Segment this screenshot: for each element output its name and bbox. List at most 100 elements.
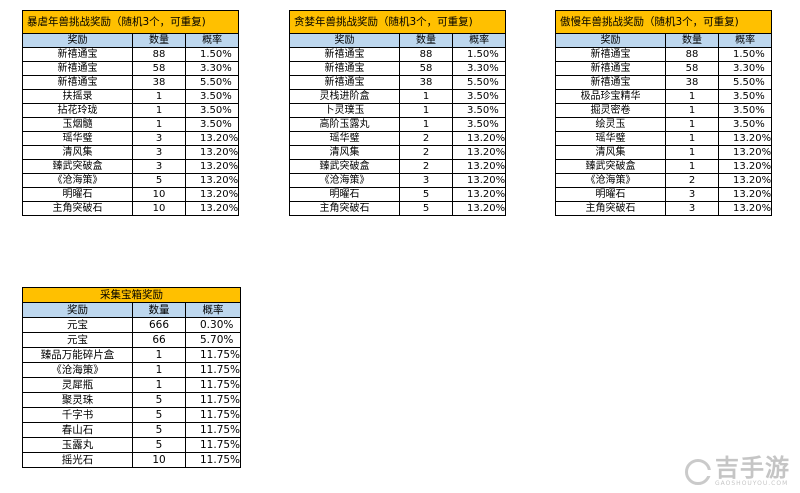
quantity-cell: 5 (132, 392, 186, 408)
probability-cell: 13.20% (717, 173, 773, 188)
table-row: 聚灵珠 5 11.75% (22, 392, 242, 408)
quantity-cell: 1 (132, 103, 186, 118)
header-quantity: 数量 (132, 302, 186, 318)
quantity-cell: 3 (665, 187, 719, 202)
probability-cell: 11.75% (184, 362, 242, 378)
reward-cell: 元宝 (22, 332, 133, 348)
table-header-row: 奖励 数量 概率 (22, 33, 240, 48)
reward-cell: 新禧通宝 (289, 75, 400, 90)
table-row: 主角突破石 3 13.20% (555, 201, 773, 216)
quantity-cell: 1 (665, 117, 719, 132)
probability-cell: 13.20% (717, 131, 773, 146)
table-title-row: 贪婪年兽挑战奖励（随机3个，可重复) (288, 10, 507, 34)
reward-cell: 主角突破石 (22, 201, 133, 216)
probability-cell: 3.50% (184, 103, 240, 118)
table-row: 玉露丸 5 11.75% (22, 437, 242, 453)
watermark: 吉手游 GAOSHOUYOU.COM (685, 456, 790, 487)
header-quantity: 数量 (399, 33, 453, 48)
probability-cell: 13.20% (184, 131, 240, 146)
probability-cell: 3.30% (184, 61, 240, 76)
probability-cell: 3.50% (451, 89, 507, 104)
probability-cell: 3.50% (184, 117, 240, 132)
header-reward: 奖励 (555, 33, 666, 48)
watermark-name: 吉手游 (715, 454, 790, 482)
probability-cell: 13.20% (451, 131, 507, 146)
quantity-cell: 2 (665, 173, 719, 188)
quantity-cell: 10 (132, 187, 186, 202)
probability-cell: 13.20% (184, 159, 240, 174)
probability-cell: 3.50% (717, 103, 773, 118)
table-row: 千字书 5 11.75% (22, 407, 242, 423)
table-row: 臻品万能碎片盒 1 11.75% (22, 347, 242, 363)
reward-table-arrogant-beast: 傲慢年兽挑战奖励（随机3个，可重复) 奖励 数量 概率 新禧通宝 88 1.50% 新禧通宝 5… (554, 10, 773, 216)
table-row: 摇光石 10 11.75% (22, 452, 242, 468)
table-row: 清风集 1 13.20% (555, 145, 773, 160)
quantity-cell: 5 (399, 201, 453, 216)
quantity-cell: 1 (665, 103, 719, 118)
quantity-cell: 2 (399, 159, 453, 174)
probability-cell: 13.20% (184, 173, 240, 188)
reward-cell: 主角突破石 (289, 201, 400, 216)
reward-cell: 拈花玲珑 (22, 103, 133, 118)
table-row: 明曜石 3 13.20% (555, 187, 773, 202)
quantity-cell: 1 (132, 117, 186, 132)
table-row: 《沧海策》 1 11.75% (22, 362, 242, 378)
quantity-cell: 58 (132, 61, 186, 76)
table-row: 元宝 666 0.30% (22, 317, 242, 333)
table-row: 新禧通宝 38 5.50% (555, 75, 773, 90)
reward-cell: 臻武突破盒 (22, 159, 133, 174)
header-quantity: 数量 (665, 33, 719, 48)
probability-cell: 13.20% (184, 145, 240, 160)
table-row: 新禧通宝 88 1.50% (22, 47, 240, 62)
quantity-cell: 88 (665, 47, 719, 62)
quantity-cell: 66 (132, 332, 186, 348)
quantity-cell: 3 (399, 173, 453, 188)
quantity-cell: 5 (132, 437, 186, 453)
table-row: 主角突破石 5 13.20% (289, 201, 507, 216)
quantity-cell: 1 (132, 377, 186, 393)
quantity-cell: 1 (132, 347, 186, 363)
probability-cell: 5.50% (717, 75, 773, 90)
reward-cell: 明曜石 (289, 187, 400, 202)
quantity-cell: 58 (665, 61, 719, 76)
probability-cell: 3.50% (451, 117, 507, 132)
reward-cell: 千字书 (22, 407, 133, 423)
reward-cell: 明曜石 (22, 187, 133, 202)
probability-cell: 1.50% (451, 47, 507, 62)
quantity-cell: 3 (132, 131, 186, 146)
reward-cell: 明曜石 (555, 187, 666, 202)
table-title: 采集宝箱奖励 (21, 287, 242, 303)
table-row: 新禧通宝 38 5.50% (22, 75, 240, 90)
probability-cell: 5.50% (184, 75, 240, 90)
table-row: 瑶华璧 3 13.20% (22, 131, 240, 146)
probability-cell: 13.20% (451, 159, 507, 174)
table-row: 春山石 5 11.75% (22, 422, 242, 438)
table-row: 新禧通宝 58 3.30% (22, 61, 240, 76)
probability-cell: 5.70% (184, 332, 242, 348)
table-row: 瑶华璧 1 13.20% (555, 131, 773, 146)
reward-table-violent-beast: 暴虐年兽挑战奖励（随机3个，可重复) 奖励 数量 概率 新禧通宝 88 1.50% 新禧通宝 5… (21, 10, 240, 216)
table-row: 臻武突破盒 3 13.20% (22, 159, 240, 174)
probability-cell: 13.20% (717, 159, 773, 174)
quantity-cell: 5 (132, 173, 186, 188)
reward-cell: 新禧通宝 (289, 47, 400, 62)
reward-cell: 卜灵璞玉 (289, 103, 400, 118)
quantity-cell: 38 (665, 75, 719, 90)
table-row: 《沧海策》 2 13.20% (555, 173, 773, 188)
header-reward: 奖励 (22, 302, 133, 318)
table-row: 明曜石 10 13.20% (22, 187, 240, 202)
reward-cell: 玉露丸 (22, 437, 133, 453)
table-row: 卜灵璞玉 1 3.50% (289, 103, 507, 118)
probability-cell: 13.20% (717, 145, 773, 160)
quantity-cell: 3 (132, 159, 186, 174)
quantity-cell: 5 (399, 187, 453, 202)
reward-cell: 灵栈进阶盒 (289, 89, 400, 104)
header-probability: 概率 (184, 302, 242, 318)
reward-cell: 《沧海策》 (22, 173, 133, 188)
reward-cell: 《沧海策》 (555, 173, 666, 188)
table-row: 清风集 3 13.20% (22, 145, 240, 160)
quantity-cell: 1 (399, 103, 453, 118)
reward-cell: 《沧海策》 (22, 362, 133, 378)
header-probability: 概率 (184, 33, 240, 48)
table-title-row: 傲慢年兽挑战奖励（随机3个，可重复) (554, 10, 773, 34)
